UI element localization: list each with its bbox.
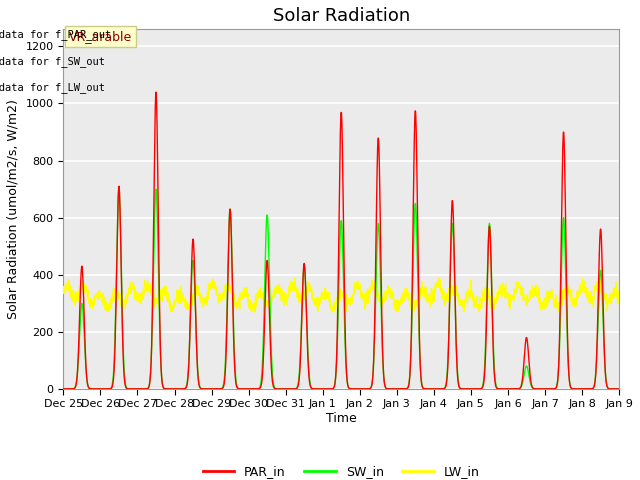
X-axis label: Time: Time <box>326 412 356 425</box>
Text: No data for f_LW_out: No data for f_LW_out <box>0 82 105 93</box>
Y-axis label: Solar Radiation (umol/m2/s, W/m2): Solar Radiation (umol/m2/s, W/m2) <box>7 99 20 319</box>
Text: VR_arable: VR_arable <box>69 30 132 43</box>
Text: No data for f_PAR_out: No data for f_PAR_out <box>0 29 111 40</box>
Text: No data for f_SW_out: No data for f_SW_out <box>0 56 105 67</box>
Title: Solar Radiation: Solar Radiation <box>273 7 410 25</box>
Legend: PAR_in, SW_in, LW_in: PAR_in, SW_in, LW_in <box>198 460 484 480</box>
